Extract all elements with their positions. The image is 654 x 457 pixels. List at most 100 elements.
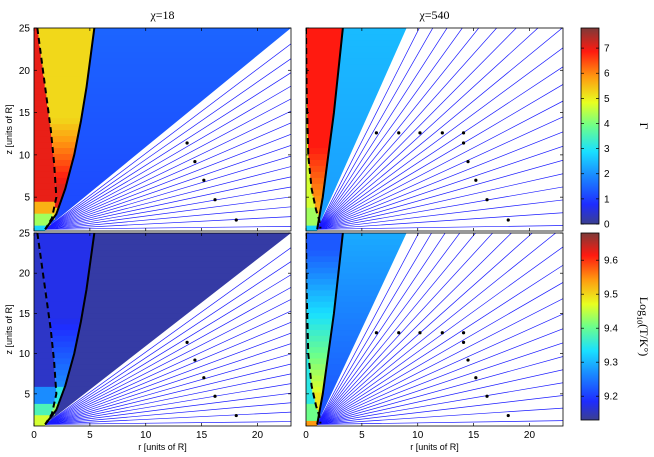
color-band-cavity — [34, 147, 53, 154]
color-band-outer — [90, 51, 291, 59]
y-tick-label: 10 — [19, 150, 31, 161]
color-band-jet — [37, 233, 94, 240]
colorbar-tick-label: 5 — [604, 94, 610, 105]
wind-region — [45, 28, 291, 231]
field-line — [317, 356, 563, 425]
panel-bottom-left: 0 5 10 15 20 5 10 15 20 25 z [units of R] r [units … — [4, 229, 292, 452]
color-band-jet — [306, 261, 340, 268]
field-line — [45, 133, 291, 230]
x-tick-label: 20 — [252, 430, 264, 441]
color-band-jet — [306, 284, 337, 291]
color-band-jet — [51, 129, 79, 137]
color-band-outer — [93, 33, 291, 41]
color-band-jet — [311, 183, 325, 190]
data-point — [374, 331, 378, 335]
color-band-outer — [93, 233, 291, 240]
color-band-jet — [46, 295, 85, 302]
field-line — [316, 246, 563, 425]
color-band-jet — [50, 323, 80, 331]
color-band-jet — [53, 403, 58, 410]
color-band-cavity — [306, 153, 309, 160]
field-line — [317, 369, 563, 425]
panel-plot-area — [306, 233, 563, 426]
color-band-outer — [93, 238, 291, 245]
color-band-cavity — [34, 323, 51, 331]
panel-title: χ=18 — [149, 8, 174, 22]
field-line — [44, 261, 291, 425]
data-point — [474, 376, 478, 380]
data-point — [397, 331, 401, 335]
data-point — [461, 131, 466, 135]
data-point — [440, 331, 444, 335]
color-band-jet — [41, 57, 91, 65]
data-point — [506, 413, 510, 418]
field-line — [45, 421, 291, 425]
color-band-outer — [89, 267, 291, 274]
color-band-cavity — [34, 272, 44, 280]
field-line — [317, 420, 563, 425]
color-band-cavity — [306, 219, 320, 226]
data-point — [397, 131, 401, 135]
color-band-jet — [316, 207, 321, 214]
field-line — [316, 264, 563, 425]
jet-boundary-curve — [44, 28, 96, 230]
field-line — [45, 373, 291, 425]
cavity-boundary-curve — [36, 233, 58, 425]
color-band-jet — [310, 171, 326, 178]
color-band-jet — [47, 301, 84, 308]
color-band-cavity — [34, 420, 46, 426]
color-band-jet — [307, 323, 333, 331]
field-line — [317, 131, 563, 230]
field-line — [45, 216, 291, 230]
field-line — [317, 145, 563, 230]
data-point — [418, 331, 422, 335]
color-band-cavity — [306, 207, 317, 214]
color-band-cavity — [306, 397, 315, 404]
color-band-jet — [51, 329, 79, 336]
colorbar-tick-label: 9.5 — [604, 290, 618, 301]
color-band-cavity — [306, 369, 311, 376]
color-band-outer — [84, 295, 291, 302]
color-band-outer — [88, 272, 291, 280]
field-line — [45, 402, 291, 425]
color-band-jet — [54, 369, 70, 376]
color-band-jet — [50, 123, 80, 131]
jet-boundary-curve — [316, 233, 344, 425]
color-band-jet — [306, 69, 339, 77]
wind-region — [45, 233, 291, 426]
color-band-jet — [306, 99, 335, 107]
y-axis-label: z [units of R] — [4, 304, 14, 354]
color-band-cavity — [306, 171, 311, 178]
color-band-cavity — [34, 57, 42, 65]
x-tick-label: 0 — [303, 430, 309, 441]
color-band-jet — [54, 397, 60, 404]
color-band-jet — [307, 111, 334, 119]
color-band-cavity — [34, 374, 56, 382]
jet-boundary-curve — [316, 28, 344, 230]
color-band-cavity — [34, 63, 43, 71]
color-band-jet — [306, 63, 339, 71]
data-point — [234, 413, 238, 418]
color-band-jet — [307, 123, 333, 131]
color-band-jet — [49, 318, 82, 325]
color-band-cavity — [306, 403, 317, 410]
y-axis-label: z [units of R] — [4, 104, 14, 154]
field-line — [316, 233, 432, 425]
color-band-cavity — [306, 225, 321, 231]
colorbar-gradient — [580, 232, 600, 421]
field-line — [317, 225, 563, 230]
color-band-jet — [51, 335, 78, 342]
color-band-cavity — [34, 267, 43, 274]
data-point — [461, 340, 466, 344]
field-line — [45, 363, 291, 425]
colorbar-tick-label: 6 — [604, 69, 610, 80]
color-band-cavity — [34, 153, 54, 160]
color-band-jet — [306, 81, 337, 89]
color-band-cavity — [34, 238, 39, 245]
color-band-jet — [38, 238, 94, 245]
color-band-jet — [52, 141, 77, 149]
data-point — [202, 178, 206, 182]
color-band-jet — [54, 171, 70, 178]
color-band-cavity — [34, 51, 41, 59]
color-band-cavity — [306, 380, 312, 387]
